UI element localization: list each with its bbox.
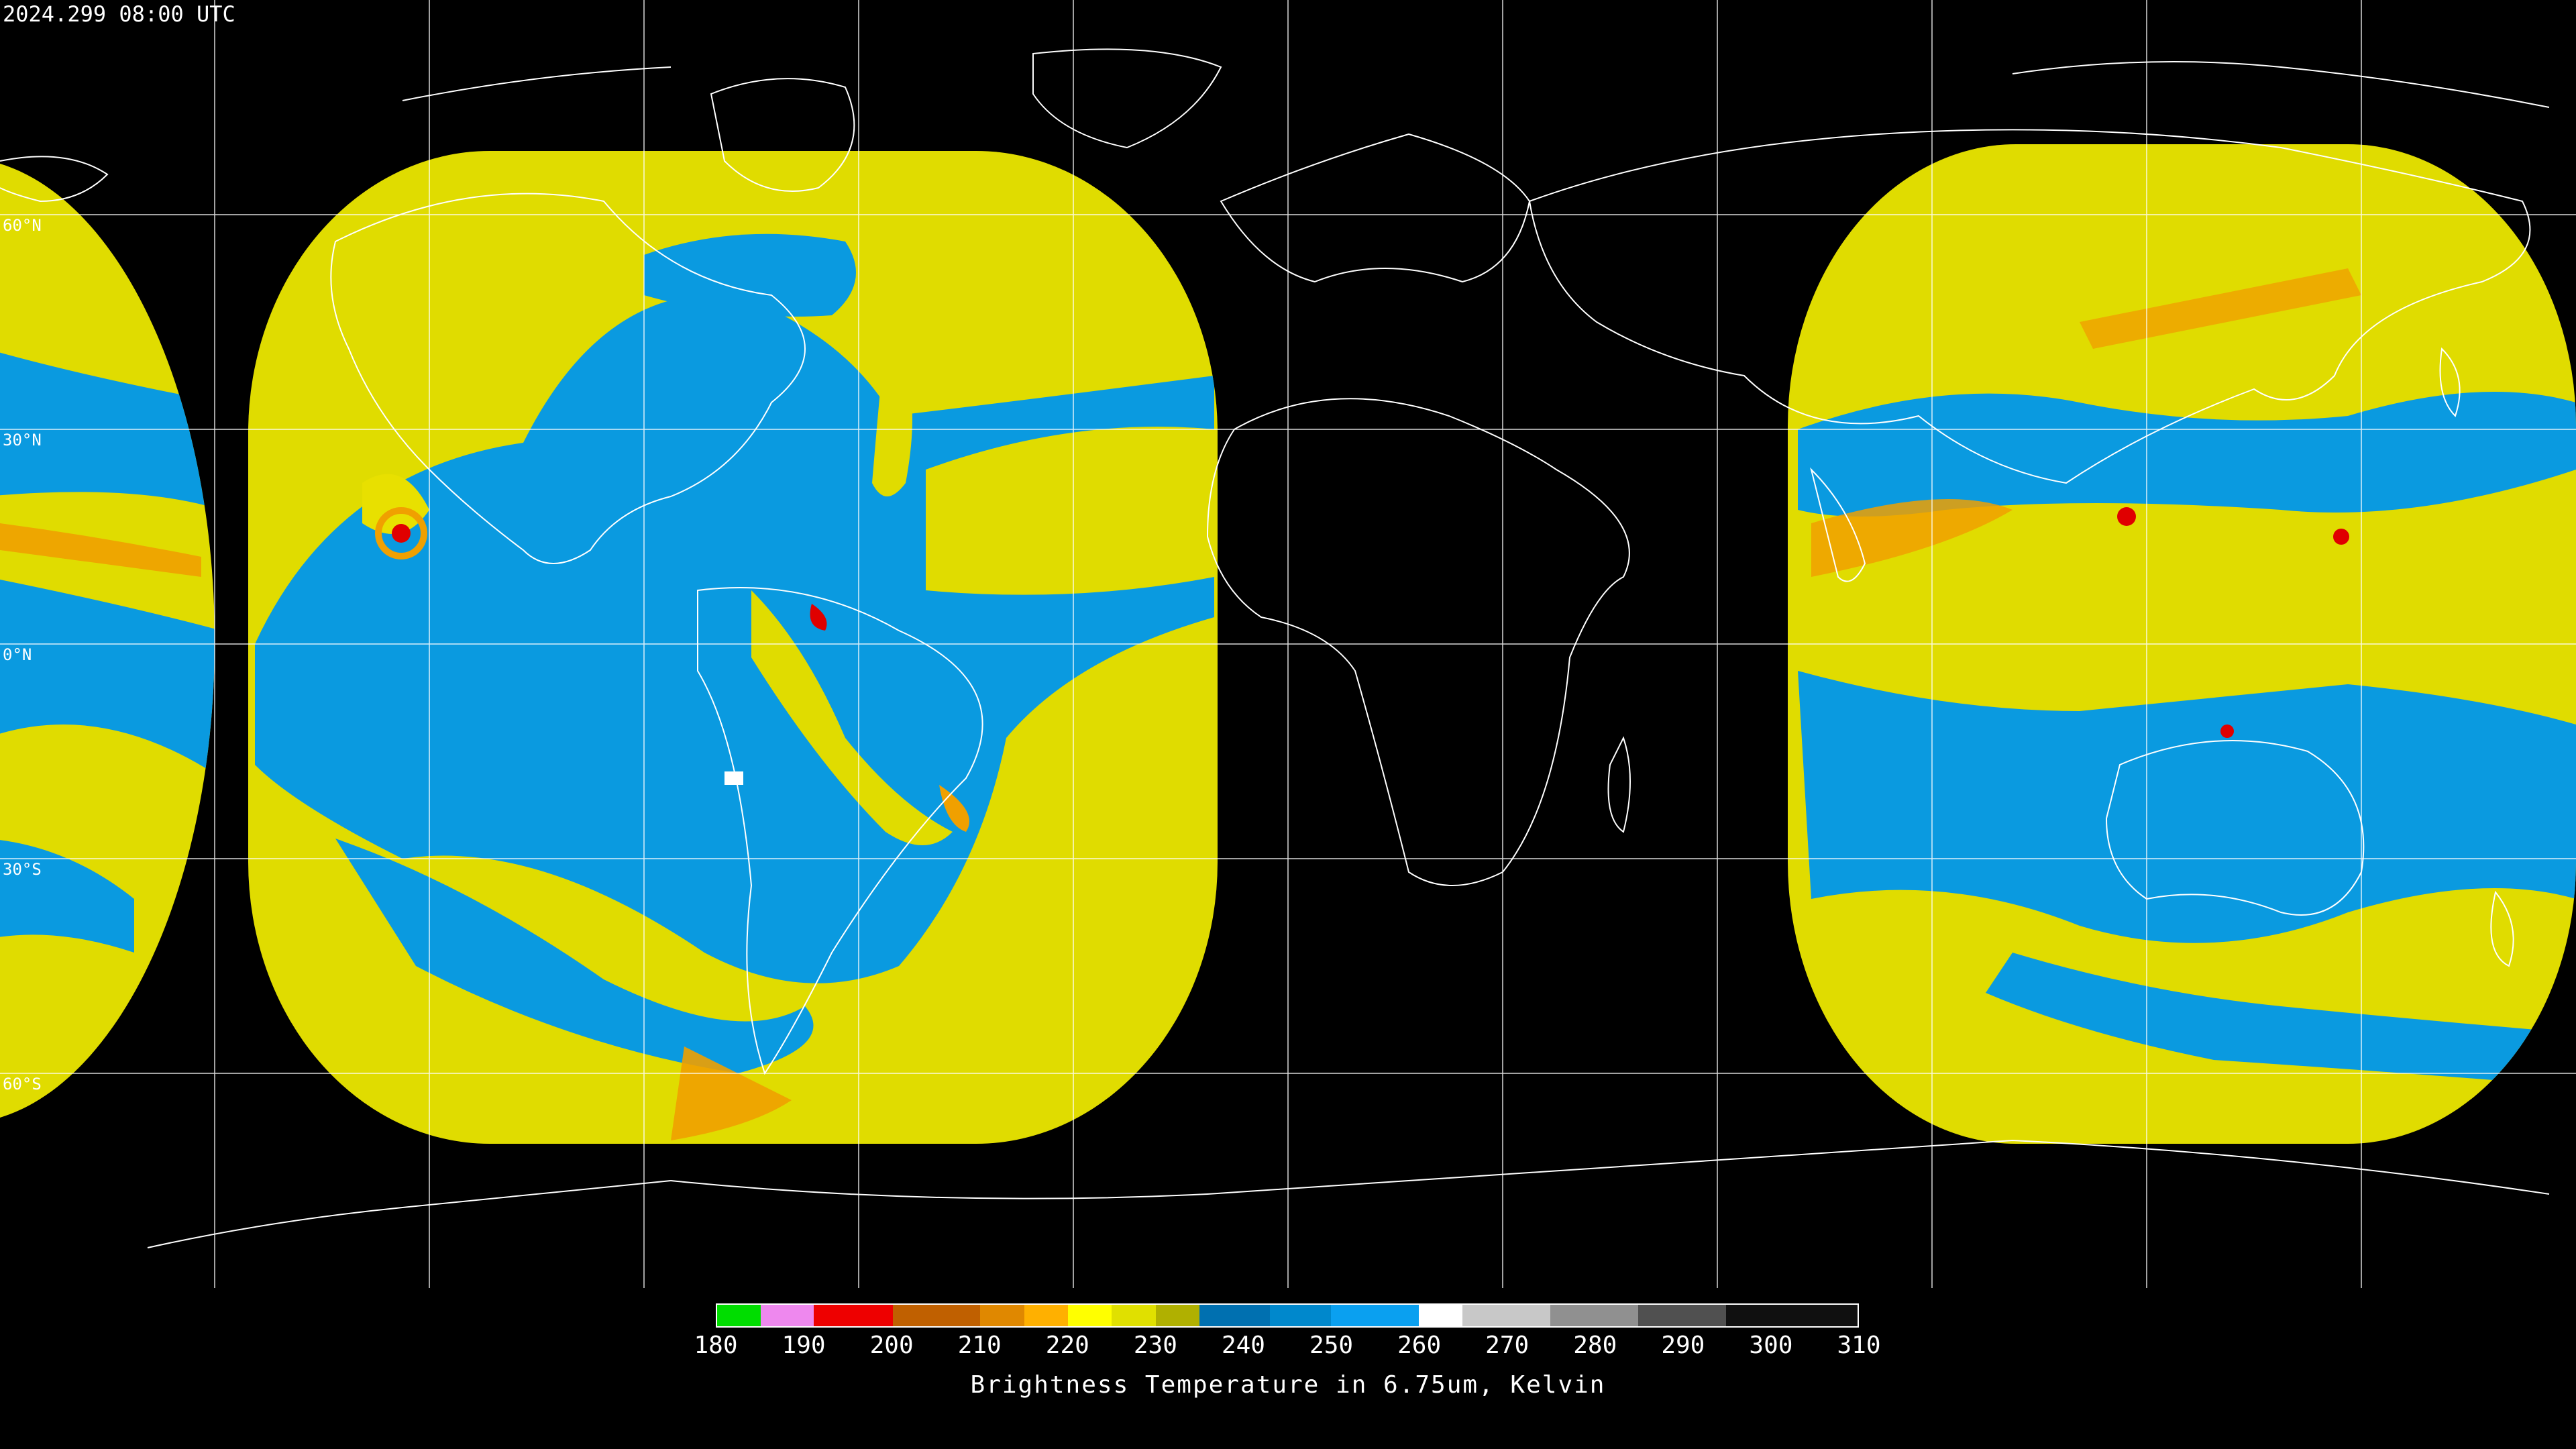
colorbar <box>716 1303 1859 1328</box>
colorbar-tick-310: 310 <box>1837 1332 1881 1359</box>
colorbar-tick-250: 250 <box>1309 1332 1354 1359</box>
satellite-disk-americas <box>248 151 1218 1144</box>
colorbar-segment-2 <box>813 1305 893 1326</box>
colorbar-tick-270: 270 <box>1485 1332 1529 1359</box>
lat-label-30n: 30°N <box>3 431 42 449</box>
colorbar-segment-3 <box>892 1305 981 1326</box>
colorbar-tick-230: 230 <box>1133 1332 1177 1359</box>
colorbar-segment-16 <box>1725 1305 1858 1326</box>
colorbar-tick-280: 280 <box>1573 1332 1617 1359</box>
colorbar-segment-5 <box>1024 1305 1069 1326</box>
colorbar-ticks: 180 190 200 210 220 230 240 250 260 270 280 290 300 3… <box>0 1332 2576 1364</box>
lat-label-60n: 60°N <box>3 216 42 235</box>
colorbar-segment-1 <box>761 1305 814 1326</box>
colorbar-tick-290: 290 <box>1661 1332 1705 1359</box>
colorbar-segment-8 <box>1155 1305 1200 1326</box>
colorbar-tick-220: 220 <box>1045 1332 1089 1359</box>
colorbar-title: Brightness Temperature in 6.75um, Kelvin <box>970 1371 1606 1399</box>
colorbar-tick-240: 240 <box>1221 1332 1265 1359</box>
colorbar-segment-15 <box>1638 1305 1726 1326</box>
colorbar-tick-210: 210 <box>957 1332 1002 1359</box>
colorbar-segment-9 <box>1199 1305 1270 1326</box>
colorbar-segment-0 <box>717 1305 761 1326</box>
satellite-map: 2024.299 08:00 UTC 60°N 30°N 0°N 30°S 60… <box>0 0 2576 1288</box>
lat-label-0n: 0°N <box>3 645 32 664</box>
colorbar-tick-200: 200 <box>869 1332 914 1359</box>
colorbar-segment-4 <box>980 1305 1024 1326</box>
colorbar-segment-6 <box>1068 1305 1112 1326</box>
colorbar-segment-7 <box>1112 1305 1156 1326</box>
colorbar-tick-260: 260 <box>1397 1332 1442 1359</box>
colorbar-segment-12 <box>1419 1305 1463 1326</box>
coastlines <box>0 48 2550 1248</box>
lat-label-30s: 30°S <box>3 860 42 879</box>
graticule <box>0 0 2576 1288</box>
colorbar-segment-10 <box>1269 1305 1332 1326</box>
timestamp-label: 2024.299 08:00 UTC <box>3 1 235 27</box>
colorbar-segment-11 <box>1331 1305 1419 1326</box>
colorbar-tick-300: 300 <box>1749 1332 1793 1359</box>
colorbar-segment-13 <box>1462 1305 1551 1326</box>
lat-label-60s: 60°S <box>3 1075 42 1093</box>
colorbar-segment-14 <box>1550 1305 1638 1326</box>
colorbar-tick-180: 180 <box>694 1332 738 1359</box>
colorbar-tick-190: 190 <box>782 1332 826 1359</box>
map-canvas <box>0 0 2576 1288</box>
